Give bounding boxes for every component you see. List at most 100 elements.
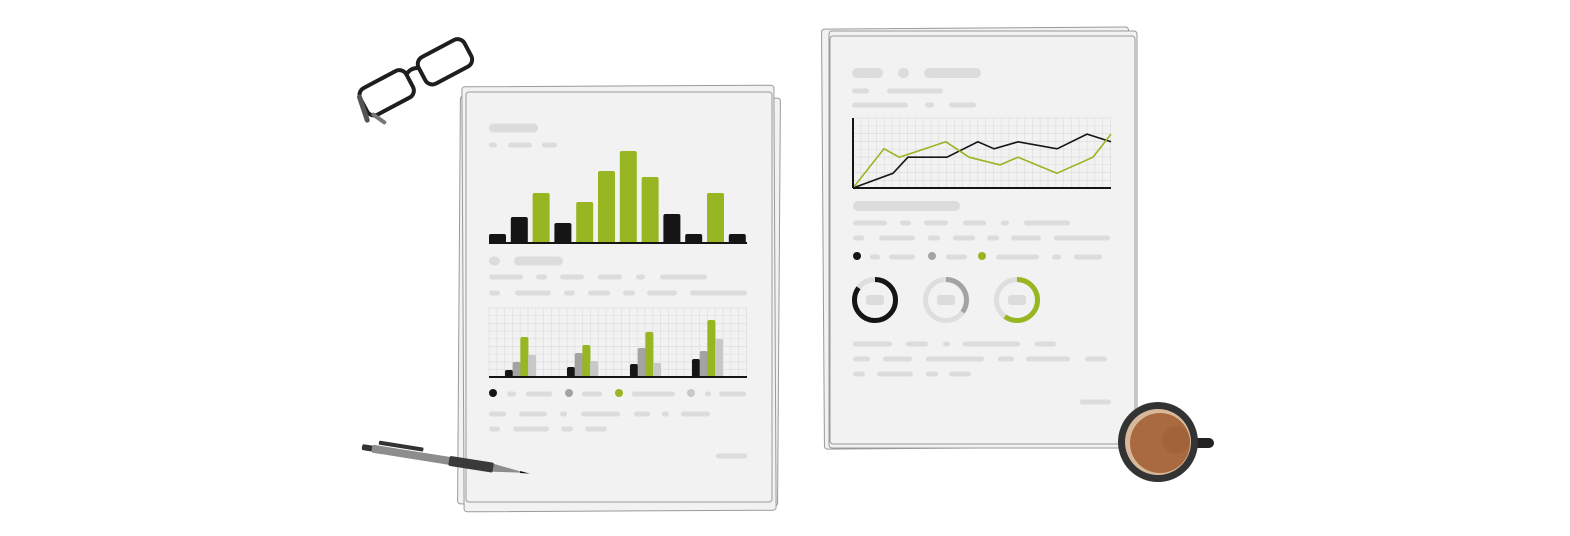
placeholder-line — [1052, 254, 1061, 260]
placeholder-line — [705, 391, 711, 397]
placeholder-line — [634, 411, 650, 417]
placeholder-line — [507, 391, 516, 397]
legend-dot — [565, 389, 573, 397]
placeholder-line — [853, 356, 870, 362]
right-document-front-sheet — [829, 35, 1136, 445]
placeholder-line — [560, 274, 584, 280]
placeholder-line — [925, 102, 934, 108]
placeholder-line — [853, 371, 865, 377]
placeholder-line — [489, 290, 500, 296]
placeholder-line — [953, 235, 975, 241]
bar — [567, 367, 575, 377]
placeholder-line — [1001, 220, 1009, 226]
donut-label-placeholder — [866, 295, 884, 305]
placeholder-line — [996, 254, 1039, 260]
bar — [619, 151, 637, 244]
placeholder-line — [1035, 341, 1056, 347]
placeholder-line — [690, 290, 747, 296]
placeholder-line — [963, 220, 986, 226]
placeholder-line — [928, 235, 940, 241]
coffee-cup-icon — [1118, 402, 1214, 482]
placeholder-line — [515, 290, 551, 296]
left-placeholder-text — [489, 123, 747, 459]
placeholder-line — [1074, 254, 1102, 260]
placeholder-line — [924, 68, 981, 78]
placeholder-line — [582, 391, 602, 397]
placeholder-line — [585, 426, 607, 432]
placeholder-line — [660, 274, 707, 280]
placeholder-line — [681, 411, 710, 417]
bar — [528, 355, 537, 377]
placeholder-line — [852, 88, 869, 94]
placeholder-line — [581, 411, 620, 417]
bar — [505, 370, 513, 377]
donut-label-placeholder — [937, 295, 955, 305]
placeholder-line — [924, 220, 948, 226]
bar — [520, 337, 529, 377]
bar — [574, 353, 583, 377]
placeholder-line — [489, 123, 538, 133]
bar — [715, 339, 724, 377]
placeholder-line — [853, 201, 960, 211]
bar — [707, 193, 724, 244]
bar — [532, 193, 550, 244]
legend-dot — [687, 389, 695, 397]
placeholder-line — [636, 274, 645, 280]
bar-chart — [489, 151, 747, 244]
bar — [707, 320, 716, 377]
placeholder-line — [564, 290, 575, 296]
bar — [728, 234, 746, 244]
bar — [653, 363, 662, 377]
bar — [598, 171, 615, 244]
placeholder-line — [526, 391, 552, 397]
placeholder-line — [883, 356, 912, 362]
legend-dot — [928, 252, 936, 260]
bar — [685, 234, 703, 244]
bar — [512, 362, 521, 377]
placeholder-line — [998, 356, 1014, 362]
placeholder-line — [513, 426, 549, 432]
placeholder-line — [542, 142, 557, 148]
placeholder-line — [963, 341, 1020, 347]
placeholder-line — [588, 290, 610, 296]
placeholder-line — [489, 256, 500, 266]
placeholder-line — [949, 102, 976, 108]
placeholder-line — [853, 220, 887, 226]
placeholder-line — [853, 235, 864, 241]
legend-dot — [489, 389, 497, 397]
placeholder-line — [926, 356, 984, 362]
placeholder-line — [1024, 220, 1070, 226]
bar — [641, 177, 659, 244]
bar — [576, 202, 594, 244]
placeholder-line — [852, 68, 883, 78]
donut-charts — [852, 277, 1040, 323]
series-line-green — [852, 133, 1112, 189]
placeholder-line — [1054, 235, 1110, 241]
placeholder-line — [519, 411, 547, 417]
placeholder-line — [1085, 356, 1107, 362]
left-document — [457, 84, 781, 513]
placeholder-line — [489, 411, 506, 417]
placeholder-line — [561, 426, 573, 432]
donut-slice — [994, 277, 1040, 323]
legend-dot — [853, 252, 861, 260]
placeholder-line — [870, 254, 880, 260]
placeholder-line — [536, 274, 547, 280]
placeholder-line — [887, 88, 943, 94]
placeholder-line — [489, 142, 497, 148]
donut-slice — [923, 277, 969, 323]
bar — [510, 217, 528, 244]
placeholder-line — [946, 254, 967, 260]
placeholder-line — [879, 235, 915, 241]
left-document-front-sheet — [465, 91, 773, 503]
bar — [663, 214, 681, 244]
donut-slice — [852, 277, 898, 323]
placeholder-line — [877, 371, 913, 377]
bar — [554, 223, 572, 244]
placeholder-line — [926, 371, 938, 377]
placeholder-line — [943, 341, 950, 347]
placeholder-line — [898, 68, 909, 78]
placeholder-line — [489, 426, 500, 432]
placeholder-line — [716, 453, 747, 459]
bar — [630, 364, 638, 377]
